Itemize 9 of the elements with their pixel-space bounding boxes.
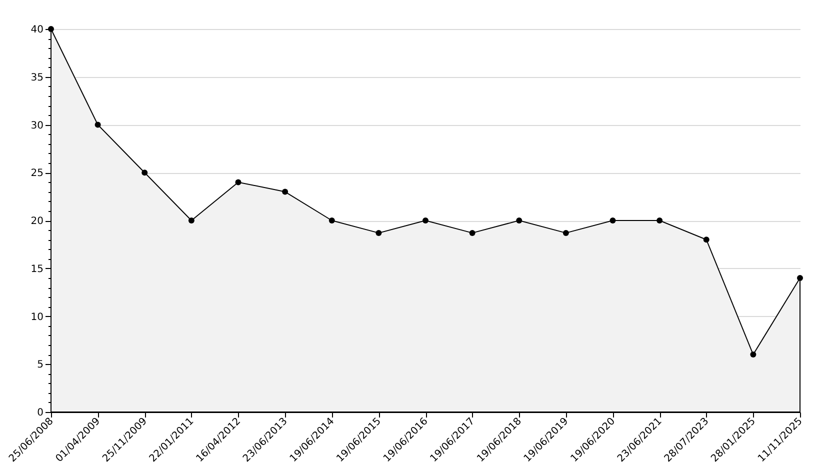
y-tick-label: 25	[30, 168, 44, 180]
y-tick-label: 0	[37, 408, 44, 418]
y-tick-label: 40	[30, 24, 44, 36]
y-tick-label: 5	[37, 360, 44, 371]
y-tick-label: 10	[30, 312, 44, 323]
y-tick-label: 20	[30, 216, 44, 227]
y-tick-label: 35	[30, 72, 44, 84]
y-tick-label: 15	[30, 264, 44, 275]
y-tick-label: 30	[30, 120, 44, 132]
